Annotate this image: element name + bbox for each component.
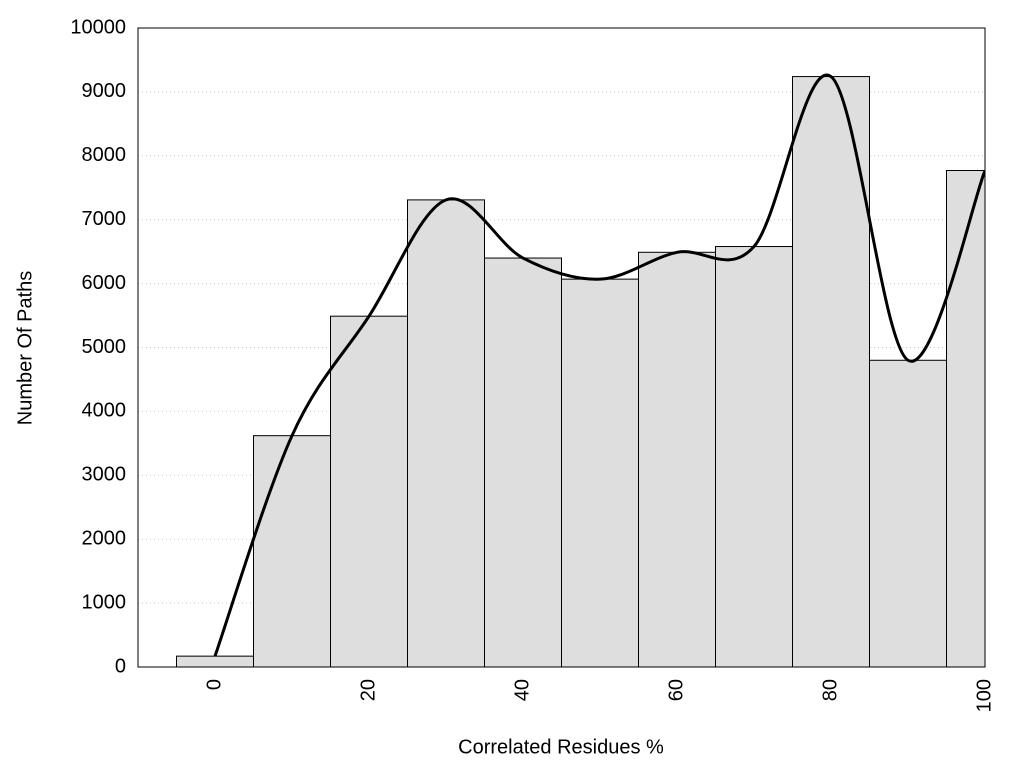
- bar: [638, 251, 716, 667]
- y-tick-label: 4000: [82, 400, 127, 422]
- x-tick-label: 20: [357, 679, 379, 701]
- x-tick-label: 0: [203, 679, 225, 690]
- bar: [946, 169, 985, 667]
- y-tick-label: 1000: [82, 591, 127, 613]
- y-tick-label: 8000: [82, 144, 127, 166]
- plot-frame: [137, 27, 986, 668]
- y-axis-label: Number Of Paths: [14, 271, 36, 426]
- y-tick-label: 3000: [82, 464, 127, 486]
- bar: [407, 199, 485, 667]
- x-tick-label: 40: [511, 679, 533, 701]
- bar: [176, 655, 254, 667]
- bar: [561, 278, 639, 667]
- y-tick-label: 7000: [82, 208, 127, 230]
- y-tick-label: 6000: [82, 272, 127, 294]
- bar: [484, 257, 562, 667]
- smooth-line: [213, 73, 985, 657]
- bar: [792, 76, 870, 667]
- bar: [330, 315, 408, 667]
- bar: [869, 359, 947, 667]
- bar: [715, 246, 793, 667]
- x-tick-label: 100: [973, 679, 995, 712]
- curve: [213, 73, 985, 657]
- x-axis-label: Correlated Residues %: [458, 736, 664, 758]
- labels: 0100020003000400050006000700080009000100…: [70, 16, 995, 712]
- y-tick-label: 2000: [82, 527, 127, 549]
- y-tick-label: 0: [115, 655, 126, 677]
- y-tick-label: 5000: [82, 336, 127, 358]
- x-tick-label: 60: [665, 679, 687, 701]
- x-tick-label: 80: [819, 679, 841, 701]
- bars: [176, 76, 985, 667]
- y-tick-label: 10000: [70, 16, 126, 38]
- y-tick-label: 9000: [82, 80, 127, 102]
- bar: [253, 435, 331, 667]
